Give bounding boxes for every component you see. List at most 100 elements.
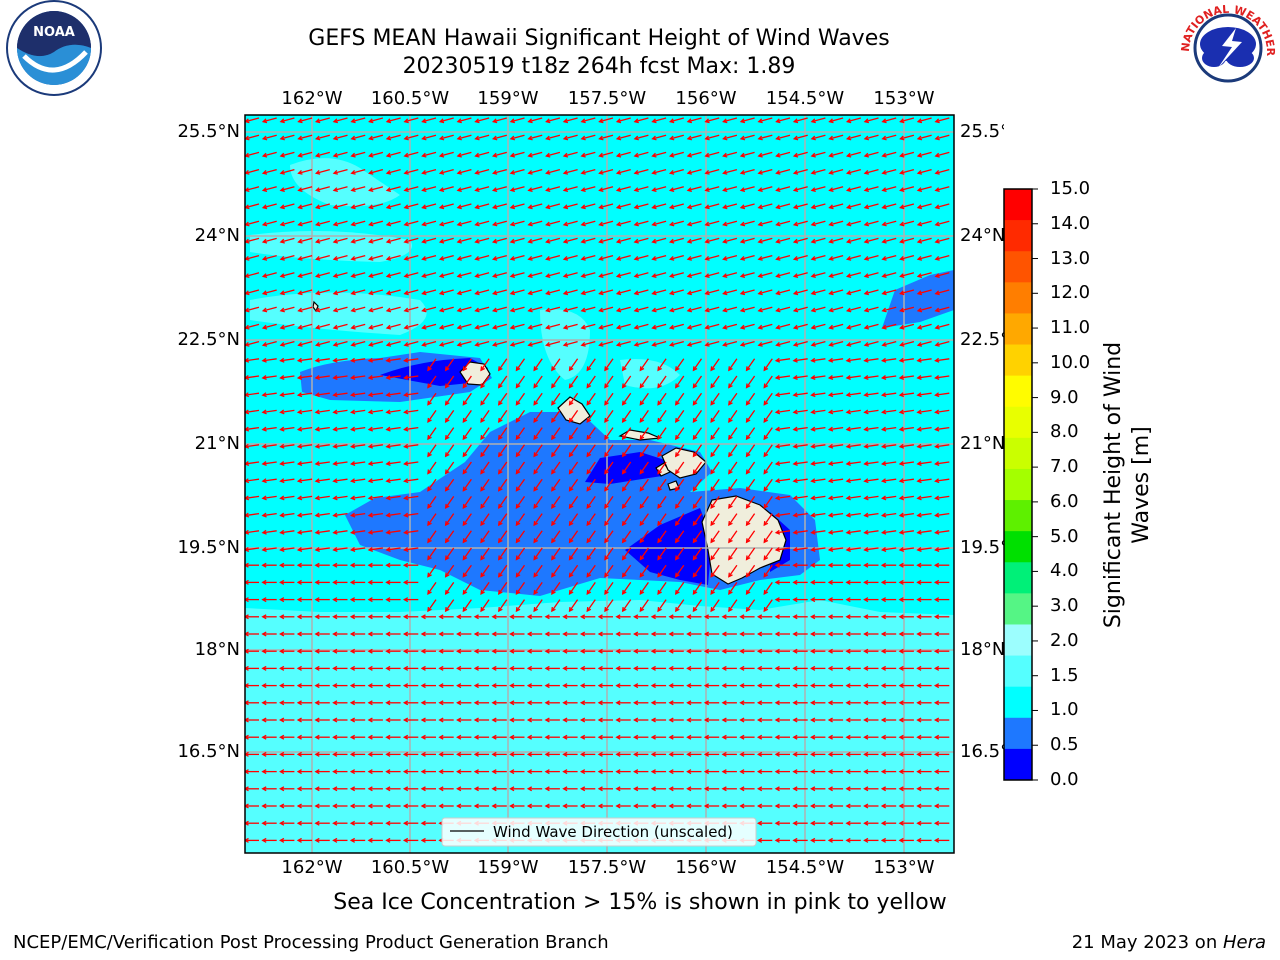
wave-direction-arrowhead	[385, 443, 391, 449]
wave-direction-arrowhead	[674, 607, 680, 613]
wave-direction-arrow	[551, 564, 561, 578]
wave-direction-arrowhead	[385, 734, 391, 740]
wave-direction-arrowhead	[533, 555, 539, 561]
wave-direction-arrowhead	[296, 579, 302, 585]
wave-direction-arrow	[599, 151, 614, 157]
wave-direction-arrowhead	[580, 324, 586, 330]
lat-label-right: 21°N	[960, 433, 1004, 454]
wave-direction-arrow	[493, 117, 507, 123]
wave-direction-arrowhead	[863, 562, 869, 568]
wave-direction-arrowhead	[722, 135, 728, 141]
wave-direction-arrowhead	[722, 152, 728, 158]
wave-direction-arrowhead	[545, 152, 551, 158]
wave-direction-arrowhead	[774, 597, 780, 603]
wave-direction-arrow	[758, 289, 773, 295]
wave-direction-arrow	[404, 547, 419, 551]
colorbar-segment	[1004, 344, 1032, 377]
wave-direction-arrowhead	[686, 734, 692, 740]
wave-direction-arrowhead	[349, 648, 356, 654]
wave-direction-arrowhead	[545, 341, 551, 347]
wave-direction-arrow	[515, 410, 526, 423]
wave-direction-arrow	[776, 444, 791, 448]
colorbar-segment	[1004, 500, 1032, 532]
wave-direction-arrow	[917, 444, 932, 448]
wave-direction-arrowhead	[438, 204, 445, 210]
wave-direction-arrowhead	[598, 221, 604, 227]
wave-direction-arrowhead	[462, 383, 468, 389]
wave-direction-arrowhead	[828, 255, 834, 261]
wave-direction-arrowhead	[245, 665, 249, 671]
wave-direction-arrow	[670, 220, 684, 226]
wave-direction-arrow	[563, 237, 578, 243]
wave-direction-arrowhead	[739, 255, 746, 261]
wave-direction-arrowhead	[710, 572, 716, 578]
wave-direction-arrow	[498, 530, 508, 543]
wave-direction-arrow	[864, 237, 879, 243]
wave-direction-arrow	[333, 323, 348, 329]
wave-direction-arrowhead	[350, 118, 356, 124]
wave-direction-arrowhead	[568, 572, 574, 578]
wave-direction-arrowhead	[544, 683, 550, 689]
wave-direction-arrow	[763, 392, 773, 406]
wave-direction-arrow	[333, 306, 348, 312]
wave-direction-arrowhead	[933, 579, 940, 585]
footer-date: 21 May 2023 on Hera	[1072, 932, 1266, 953]
wave-direction-arrowhead	[615, 803, 621, 809]
lat-label-left: 22.5°N	[177, 329, 240, 350]
wave-direction-arrow	[882, 323, 897, 329]
wave-direction-arrowhead	[692, 486, 698, 492]
wave-direction-arrowhead	[473, 683, 479, 689]
wave-direction-arrowhead	[657, 538, 662, 544]
wave-direction-arrowhead	[686, 290, 693, 296]
wave-direction-arrowhead	[403, 204, 409, 210]
wave-direction-arrowhead	[686, 221, 693, 227]
wave-direction-arrowhead	[551, 383, 556, 389]
wave-direction-arrow	[533, 461, 543, 474]
wave-direction-arrowhead	[456, 290, 462, 296]
wave-direction-arrow	[710, 427, 720, 440]
wave-direction-arrowhead	[533, 435, 539, 441]
wave-direction-arrow	[847, 272, 861, 278]
wave-direction-arrow	[298, 547, 313, 551]
wave-direction-arrowhead	[515, 503, 521, 509]
wave-direction-arrow	[316, 289, 330, 295]
wave-direction-arrowhead	[586, 486, 592, 492]
wave-direction-arrow	[351, 151, 366, 157]
wave-direction-arrowhead	[774, 837, 780, 843]
wave-direction-arrow	[899, 547, 914, 551]
wave-direction-arrow	[280, 220, 295, 226]
wave-direction-arrow	[245, 272, 260, 278]
wave-direction-arrow	[652, 134, 667, 140]
wave-direction-arrowhead	[456, 255, 462, 261]
wave-direction-arrowhead	[703, 683, 710, 689]
wave-direction-arrow	[687, 237, 702, 243]
wave-direction-arrowhead	[933, 614, 940, 620]
wave-direction-arrowhead	[427, 607, 432, 613]
wave-direction-arrowhead	[562, 152, 569, 158]
colorbar-segment	[1004, 655, 1032, 688]
wave-direction-arrow	[510, 272, 525, 278]
wave-direction-arrowhead	[639, 607, 645, 613]
wave-direction-arrowhead	[562, 135, 569, 141]
wave-direction-arrowhead	[279, 169, 285, 175]
wave-direction-arrow	[670, 117, 684, 123]
wave-direction-arrowhead	[757, 290, 763, 296]
wave-direction-arrow	[917, 186, 932, 192]
wave-direction-arrowhead	[385, 751, 391, 757]
wave-direction-arrow	[882, 375, 897, 379]
wave-direction-arrowhead	[899, 118, 905, 124]
wave-direction-arrow	[475, 323, 490, 329]
wave-direction-arrow	[776, 117, 791, 123]
wave-direction-arrowhead	[651, 273, 657, 278]
wave-direction-arrowhead	[421, 221, 427, 227]
wave-direction-arrowhead	[385, 786, 391, 792]
wave-direction-arrowhead	[491, 290, 498, 296]
wave-direction-arrowhead	[763, 521, 769, 527]
wave-direction-arrowhead	[403, 169, 409, 175]
wave-direction-arrow	[351, 444, 366, 448]
wave-direction-arrowhead	[810, 204, 816, 210]
wave-direction-arrowhead	[615, 255, 622, 261]
wave-direction-arrow	[386, 530, 401, 534]
wave-direction-arrow	[422, 203, 437, 209]
wave-direction-arrowhead	[621, 366, 627, 372]
